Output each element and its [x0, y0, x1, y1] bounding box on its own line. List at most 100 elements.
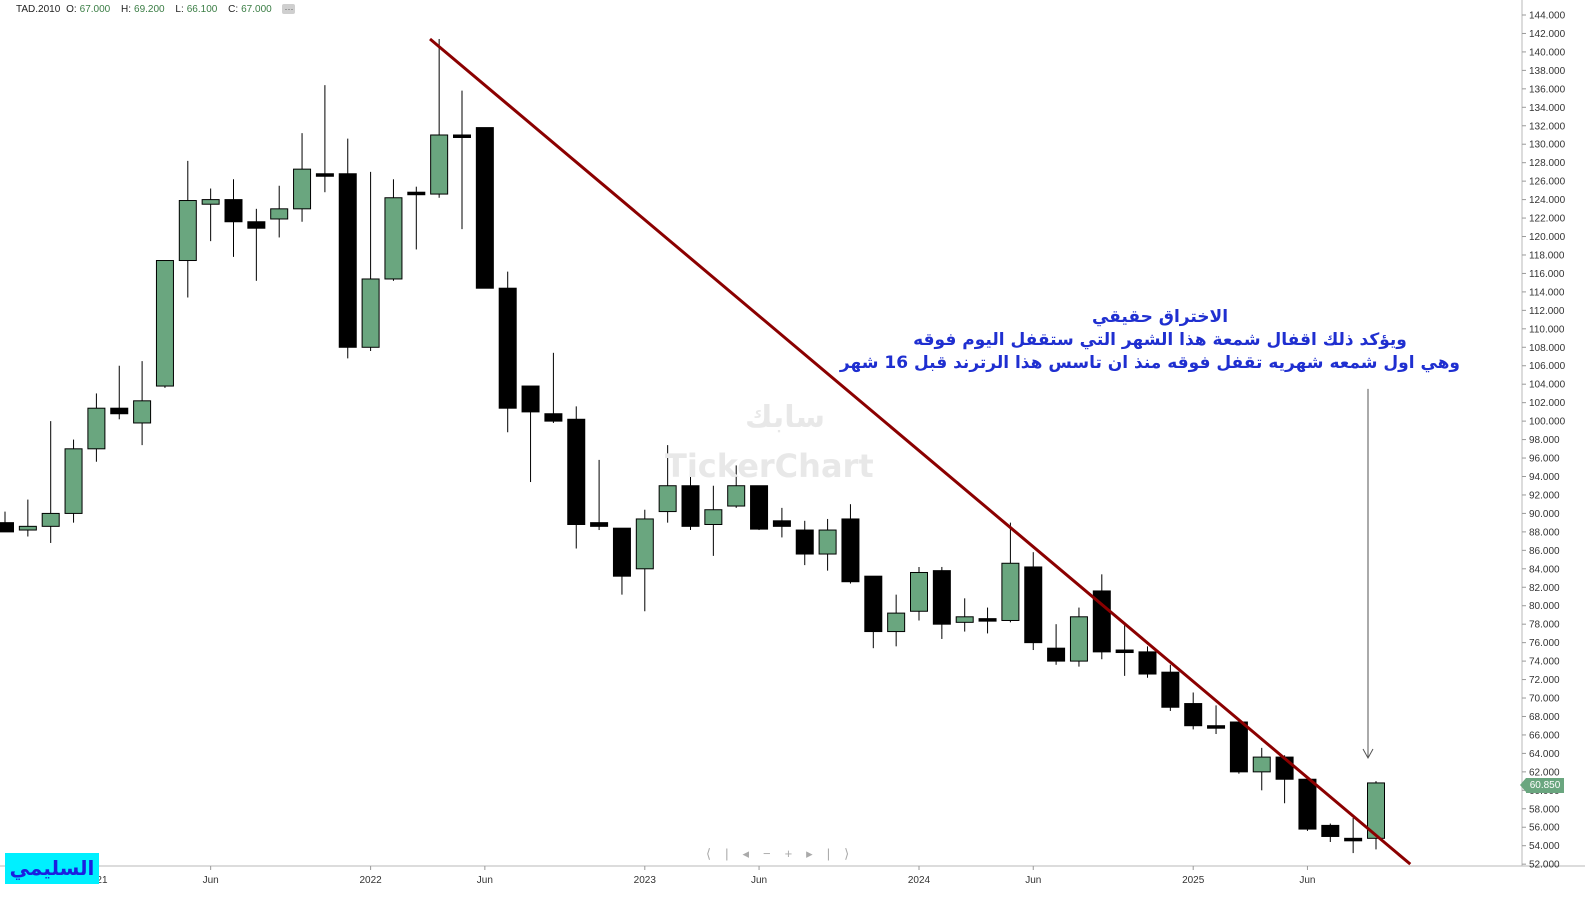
y-tick-label: 92.000 [1529, 490, 1560, 501]
candle-down[interactable] [864, 575, 883, 633]
y-tick-label: 70.000 [1529, 694, 1560, 705]
candle-down[interactable] [772, 520, 791, 527]
nav-first-button[interactable]: ⟨| [706, 846, 743, 861]
candle-down[interactable] [110, 407, 129, 415]
candle-up[interactable] [41, 512, 60, 527]
candle-down[interactable] [498, 287, 517, 409]
y-tick-label: 106.000 [1529, 361, 1566, 372]
candle-down[interactable] [1229, 721, 1248, 773]
candle-down[interactable] [1024, 566, 1043, 644]
candle-down[interactable] [1184, 703, 1203, 727]
candle-down[interactable] [1138, 651, 1157, 675]
x-tick-label: Jun [1299, 875, 1315, 886]
candle-up[interactable] [1001, 562, 1020, 621]
candle-up[interactable] [178, 200, 197, 262]
candle-up[interactable] [430, 134, 449, 195]
open-label: O: [66, 4, 77, 15]
candle-up[interactable] [293, 168, 312, 210]
candles-group [0, 38, 1385, 854]
y-tick-label: 78.000 [1529, 620, 1560, 631]
y-tick-label: 126.000 [1529, 177, 1566, 188]
candle-down[interactable] [475, 127, 494, 289]
candle-down[interactable] [795, 529, 814, 555]
candle-down[interactable] [932, 570, 951, 625]
candle-down[interactable] [590, 522, 609, 527]
zoom-in-button[interactable]: + [784, 846, 807, 861]
chart-annotation: الاختراق حقيقي ويؤكد ذلك اقفال شمعة هذا … [839, 306, 1460, 375]
candle-down[interactable] [521, 385, 540, 413]
candle-down[interactable] [1047, 647, 1066, 662]
candle-up[interactable] [18, 525, 37, 531]
candle-up[interactable] [270, 208, 289, 220]
candle-up[interactable] [818, 529, 837, 555]
y-tick-label: 100.000 [1529, 417, 1566, 428]
y-tick-label: 54.000 [1529, 841, 1560, 852]
y-tick-label: 74.000 [1529, 657, 1560, 668]
annotation-line-1: الاختراق حقيقي [1091, 307, 1229, 327]
candle-up[interactable] [1367, 782, 1385, 839]
y-tick-label: 86.000 [1529, 546, 1560, 557]
y-tick-label: 138.000 [1529, 66, 1566, 77]
candle-up[interactable] [887, 612, 906, 633]
candle-up[interactable] [1069, 616, 1088, 662]
y-tick-label: 104.000 [1529, 380, 1566, 391]
candle-down[interactable] [338, 173, 357, 348]
candle-up[interactable] [1252, 756, 1271, 773]
candle-up[interactable] [727, 485, 746, 507]
candle-down[interactable] [1115, 649, 1134, 654]
zoom-out-button[interactable]: − [762, 846, 785, 861]
y-tick-label: 134.000 [1529, 103, 1566, 114]
candle-down[interactable] [750, 485, 769, 530]
candle-up[interactable] [201, 199, 220, 205]
candle-up[interactable] [64, 448, 83, 514]
candle-up[interactable] [955, 616, 974, 623]
candle-up[interactable] [133, 400, 152, 424]
candle-down[interactable] [841, 518, 860, 583]
candle-down[interactable] [407, 191, 426, 196]
nav-prev-button[interactable]: ◂ [742, 846, 763, 861]
candle-down[interactable] [612, 527, 631, 577]
x-tick-label: Jun [203, 875, 219, 886]
candle-down[interactable] [224, 199, 243, 223]
candle-down[interactable] [315, 173, 334, 177]
candle-down[interactable] [681, 485, 700, 527]
y-tick-label: 130.000 [1529, 140, 1566, 151]
x-tick-label: Jun [477, 875, 493, 886]
candle-down[interactable] [1321, 824, 1340, 837]
candle-down[interactable] [567, 418, 586, 525]
high-label: H: [121, 4, 132, 15]
candle-up[interactable] [384, 197, 403, 280]
y-tick-label: 52.000 [1529, 860, 1560, 871]
candle-down[interactable] [1344, 837, 1363, 842]
candle-up[interactable] [87, 407, 106, 450]
candle-down[interactable] [1275, 756, 1294, 780]
nav-next-button[interactable]: ▸ [806, 846, 827, 861]
y-tick-label: 128.000 [1529, 158, 1566, 169]
candle-up[interactable] [910, 571, 928, 612]
candle-down[interactable] [0, 522, 14, 533]
y-tick-label: 56.000 [1529, 823, 1560, 834]
candle-up[interactable] [658, 485, 677, 513]
annotation-line-3: وهي اول شمعه شهريه تقفل فوقه منذ ان تاسس… [839, 353, 1460, 373]
candle-down[interactable] [247, 221, 266, 229]
y-tick-label: 110.000 [1529, 324, 1565, 335]
y-tick-label: 116.000 [1529, 269, 1565, 280]
candle-down[interactable] [1298, 778, 1317, 830]
candle-up[interactable] [155, 260, 174, 387]
candle-down[interactable] [978, 618, 997, 622]
y-tick-label: 118.000 [1529, 250, 1565, 261]
candle-down[interactable] [1207, 725, 1226, 729]
candle-up[interactable] [361, 278, 380, 348]
candle-down[interactable] [453, 134, 471, 138]
chart-navigation: ⟨|◂−+▸|⟩ [706, 846, 863, 862]
x-tick-label: Jun [1025, 875, 1041, 886]
more-options-button[interactable]: ··· [282, 4, 296, 14]
candle-down[interactable] [1161, 671, 1180, 708]
symbol-label: TAD.2010 [16, 4, 61, 15]
candle-down[interactable] [544, 413, 563, 422]
open-value: 67.000 [79, 4, 111, 15]
candle-up[interactable] [704, 509, 723, 525]
nav-last-button[interactable]: |⟩ [826, 846, 864, 861]
candle-up[interactable] [635, 518, 654, 570]
